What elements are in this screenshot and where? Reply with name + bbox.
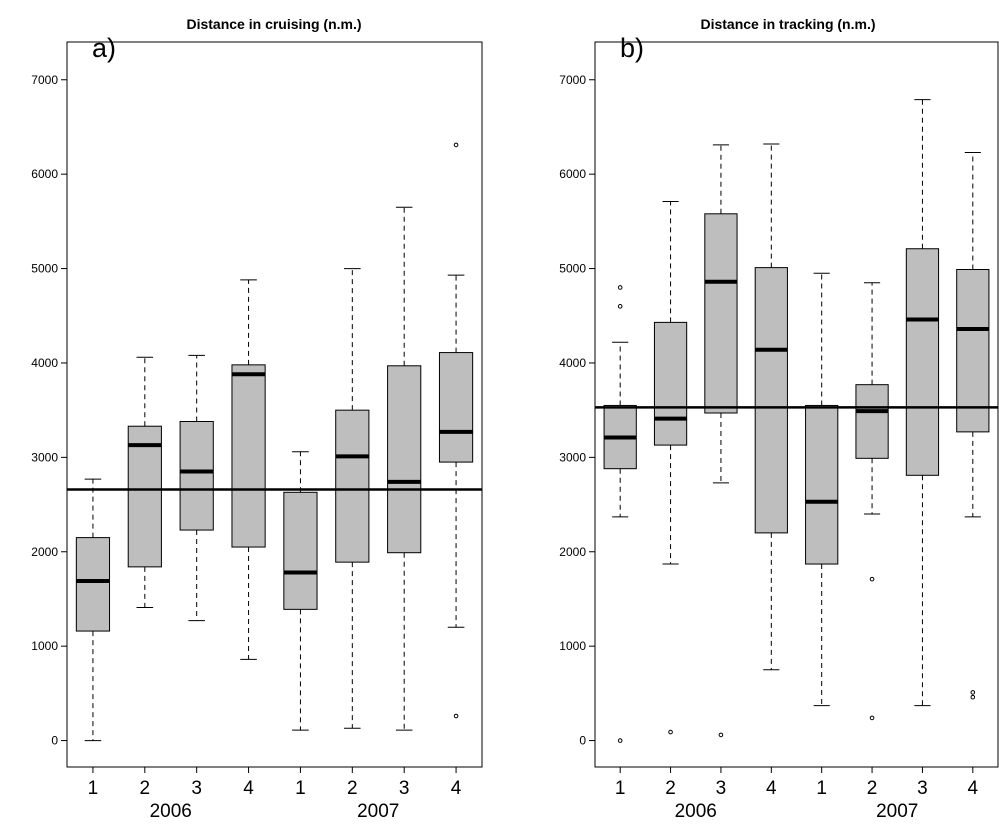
panel-b-box-2 [653,201,688,735]
panel-a-year-label: 2006 [150,801,192,822]
panel-a-ytick-label: 6000 [31,167,58,181]
outlier-point [869,576,875,582]
panel-b-box-3 [704,144,738,738]
box-iqr [283,491,318,610]
panel-a-box-1 [75,478,111,742]
panel-a-box-8 [438,142,474,719]
box-iqr [387,365,422,554]
panel-a-xtick-label: 4 [451,778,462,799]
box-iqr [231,364,266,548]
box-iqr [754,267,788,534]
panel-a-xtick-label: 1 [295,778,306,799]
panel-a-xtick-label: 4 [243,778,254,799]
outlier-point [970,690,976,695]
panel-b-box-7 [905,99,940,707]
panel-b-box-5 [805,272,839,707]
box-iqr [905,248,940,476]
outlier-point [453,142,459,148]
panel-a-title: Distance in cruising (n.m.) [186,16,361,32]
box-iqr [805,404,839,565]
outlier-point [718,732,724,738]
panel-b-ytick-label: 4000 [559,356,586,370]
panel-b-ytick-label: 0 [579,734,586,748]
panel-b-ytick-label: 7000 [559,73,586,87]
panel-a-ytick-label: 3000 [31,450,58,464]
panel-b-xtick-label: 3 [716,778,727,799]
box-iqr [956,269,990,433]
panel-b-ytick-label: 3000 [559,450,586,464]
panel-a-box-4 [231,279,266,660]
outlier-point [453,713,459,719]
panel-b-xtick-label: 1 [615,778,626,799]
outlier-point [668,729,673,735]
panel-b-ytick-label: 6000 [559,167,586,181]
panel-a-box-6 [335,268,370,729]
panel-a-ytick-label: 1000 [31,639,58,653]
box-iqr [127,425,162,568]
outlier-point [617,304,623,309]
panel-b-ytick-label: 2000 [559,545,586,559]
panel-b-label: b) [620,33,644,63]
panel-b-box-8 [956,151,990,700]
panel-a-xtick-label: 2 [140,778,151,799]
panel-a-xtick-label: 3 [191,778,202,799]
panel-b-ytick-label: 1000 [559,639,586,653]
outlier-point [617,738,623,743]
box-iqr [179,420,214,531]
panel-a-ytick-label: 4000 [31,356,58,370]
panel-a-ytick-label: 7000 [31,73,58,87]
box-iqr [438,352,474,463]
panel-b-xtick-label: 3 [917,778,928,799]
panel-b-xtick-label: 4 [766,778,777,799]
box-iqr [75,537,111,632]
panel-a-box-7 [387,206,422,731]
panel-a-box-2 [127,356,162,608]
outlier-point [869,715,875,721]
box-iqr [335,409,370,563]
panel-b-box-6 [855,282,889,721]
panel-a-box-5 [283,451,318,731]
panel-b-xtick-label: 4 [968,778,979,799]
panel-a-year-label: 2007 [357,801,399,822]
outlier-point [617,285,623,290]
panel-a-cruising: Distance in cruising (n.m.) a) 0 1000 2000… [31,16,483,822]
box-iqr [855,384,889,459]
panel-a-xtick-label: 3 [399,778,410,799]
panel-b-xtick-label: 1 [816,778,827,799]
box-iqr [704,213,738,414]
outlier-point [970,694,976,700]
panel-b-xtick-label: 2 [867,778,878,799]
panel-a-label: a) [92,33,116,63]
panel-b-tracking: Distance in tracking (n.m.) b) 0 1000 2000… [559,16,999,822]
panel-b-year-label: 2007 [876,801,918,822]
panel-b-box-4 [754,143,788,671]
panel-b-plot-frame [594,41,999,768]
panel-b-box-1 [603,285,637,743]
panel-a-plot-frame [66,41,483,768]
panel-a-ytick-label: 2000 [31,545,58,559]
box-iqr [653,321,688,446]
panel-b-xtick-label: 2 [665,778,676,799]
panel-a-ytick-label: 5000 [31,262,58,276]
panel-b-title: Distance in tracking (n.m.) [700,16,875,32]
panel-b-year-label: 2006 [675,801,717,822]
panel-a-ytick-label: 0 [51,734,58,748]
panel-b-ytick-label: 5000 [559,262,586,276]
panel-a-xtick-label: 2 [347,778,358,799]
panel-a-xtick-label: 1 [88,778,99,799]
panel-a-box-3 [179,354,214,622]
